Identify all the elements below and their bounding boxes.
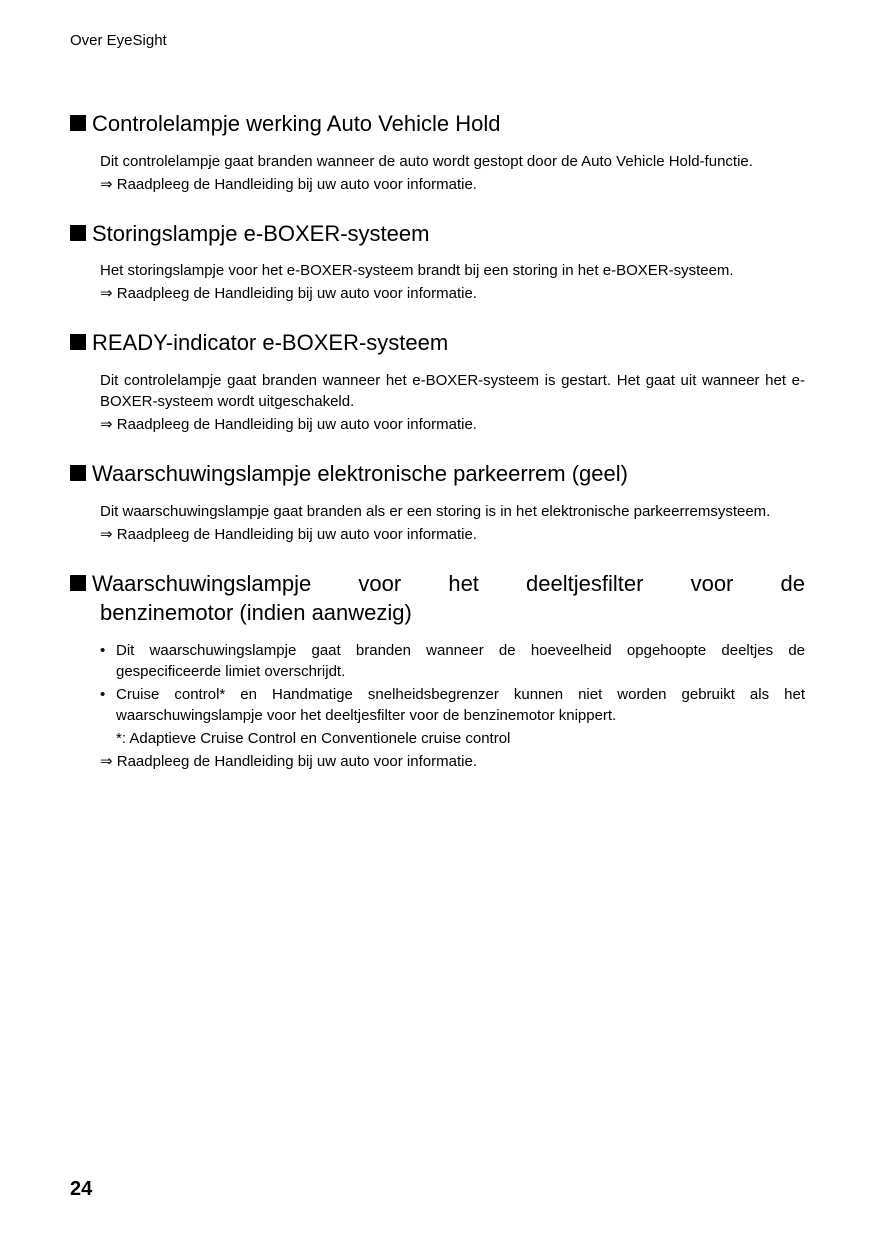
section-heading: Waarschuwingslampje voor het deeltjesfil… — [70, 569, 805, 628]
body-paragraph: Dit waarschuwingslampje gaat branden als… — [100, 501, 805, 522]
reference-line: ⇒ Raadpleeg de Handleiding bij uw auto v… — [100, 283, 805, 304]
body-paragraph: Dit controlelampje gaat branden wanneer … — [100, 151, 805, 172]
heading-line2: benzinemotor (indien aanwezig) — [92, 598, 805, 628]
section-eboxer-storing: Storingslampje e-BOXER-systeem Het stori… — [70, 219, 805, 305]
section-eboxer-ready: READY-indicator e-BOXER-systeem Dit cont… — [70, 328, 805, 435]
reference-line: ⇒ Raadpleeg de Handleiding bij uw auto v… — [100, 524, 805, 545]
section-heading: Storingslampje e-BOXER-systeem — [70, 219, 805, 249]
heading-text: Storingslampje e-BOXER-systeem — [92, 219, 805, 249]
body-paragraph: Dit controlelampje gaat branden wanneer … — [100, 370, 805, 412]
section-body: Dit waarschuwingslampje gaat branden als… — [70, 501, 805, 545]
section-heading: Waarschuwingslampje elektronische parkee… — [70, 459, 805, 489]
bullet-item: Cruise control* en Handmatige snelheidsb… — [100, 684, 805, 726]
section-body: Het storingslampje voor het e-BOXER-syst… — [70, 260, 805, 304]
page-number: 24 — [70, 1178, 92, 1201]
heading-text: Waarschuwingslampje voor het deeltjesfil… — [92, 569, 805, 628]
section-deeltjesfilter: Waarschuwingslampje voor het deeltjesfil… — [70, 569, 805, 772]
reference-line: ⇒ Raadpleeg de Handleiding bij uw auto v… — [100, 751, 805, 772]
header-title: Over EyeSight — [70, 32, 167, 49]
reference-line: ⇒ Raadpleeg de Handleiding bij uw auto v… — [100, 414, 805, 435]
bullet-item: Dit waarschuwingslampje gaat branden wan… — [100, 640, 805, 682]
section-body: Dit waarschuwingslampje gaat branden wan… — [70, 640, 805, 772]
square-bullet-icon — [70, 334, 86, 350]
page-header: Over EyeSight — [70, 32, 805, 49]
body-paragraph: Het storingslampje voor het e-BOXER-syst… — [100, 260, 805, 281]
square-bullet-icon — [70, 575, 86, 591]
heading-text: READY-indicator e-BOXER-systeem — [92, 328, 805, 358]
section-heading: READY-indicator e-BOXER-systeem — [70, 328, 805, 358]
section-body: Dit controlelampje gaat branden wanneer … — [70, 151, 805, 195]
square-bullet-icon — [70, 115, 86, 131]
section-auto-vehicle-hold: Controlelampje werking Auto Vehicle Hold… — [70, 109, 805, 195]
square-bullet-icon — [70, 465, 86, 481]
section-heading: Controlelampje werking Auto Vehicle Hold — [70, 109, 805, 139]
heading-line1: Waarschuwingslampje voor het deeltjesfil… — [92, 569, 805, 599]
reference-line: ⇒ Raadpleeg de Handleiding bij uw auto v… — [100, 174, 805, 195]
square-bullet-icon — [70, 225, 86, 241]
heading-text: Waarschuwingslampje elektronische parkee… — [92, 459, 805, 489]
section-parkeerrem: Waarschuwingslampje elektronische parkee… — [70, 459, 805, 545]
bullet-list: Dit waarschuwingslampje gaat branden wan… — [100, 640, 805, 726]
section-body: Dit controlelampje gaat branden wanneer … — [70, 370, 805, 435]
footnote: *: Adaptieve Cruise Control en Conventio… — [100, 728, 805, 749]
heading-text: Controlelampje werking Auto Vehicle Hold — [92, 109, 805, 139]
